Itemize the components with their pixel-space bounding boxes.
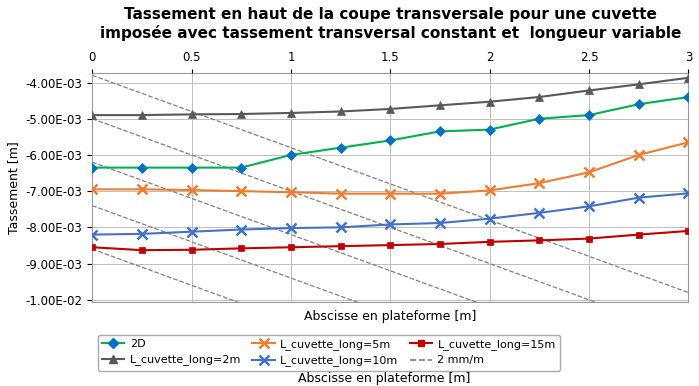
Legend: 2D, L_cuvette_long=2m, L_cuvette_long=5m, L_cuvette_long=10m, L_cuvette_long=15m: 2D, L_cuvette_long=2m, L_cuvette_long=5m… bbox=[98, 335, 560, 371]
X-axis label: Abscisse en plateforme [m]: Abscisse en plateforme [m] bbox=[304, 310, 477, 323]
Y-axis label: Tassement [m]: Tassement [m] bbox=[7, 141, 20, 234]
Text: Abscisse en plateforme [m]: Abscisse en plateforme [m] bbox=[298, 372, 470, 385]
Title: Tassement en haut de la coupe transversale pour une cuvette
imposée avec tasseme: Tassement en haut de la coupe transversa… bbox=[100, 7, 681, 41]
